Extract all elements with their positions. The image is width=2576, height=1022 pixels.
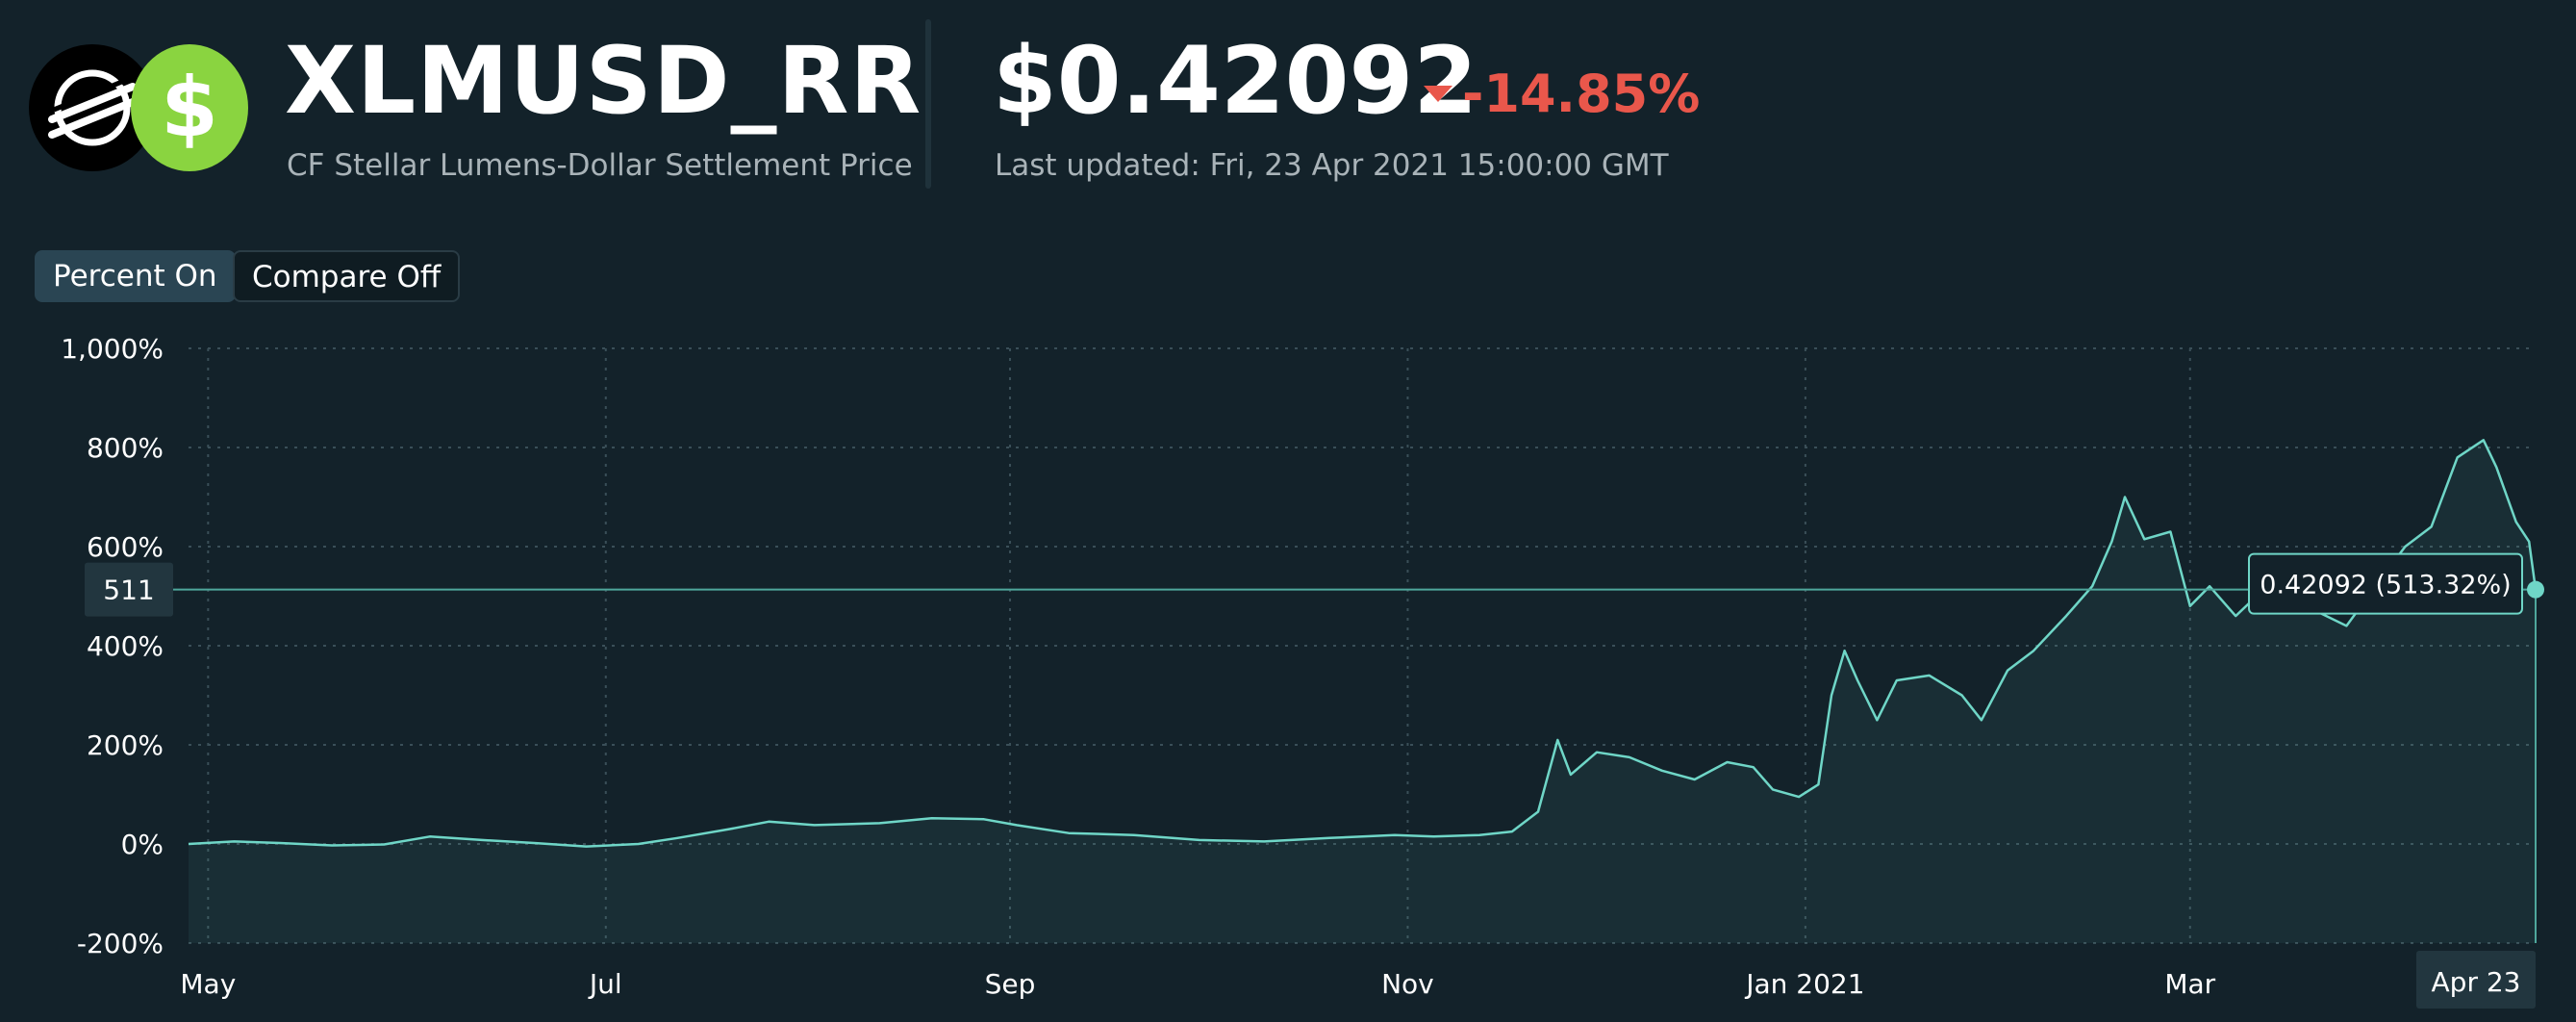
crosshair-point[interactable]: [2527, 580, 2544, 599]
y-tick-label: -200%: [77, 928, 164, 959]
crosshair-y-label: 511: [103, 575, 154, 606]
series-area: [189, 440, 2536, 943]
dollar-logo-icon: $: [131, 44, 248, 171]
crosshair-x-label: Apr 23: [2432, 966, 2521, 998]
current-price: $0.42092: [993, 27, 1478, 135]
header: $ XLMUSD_RR CF Stellar Lumens-Dollar Set…: [0, 0, 2576, 231]
last-updated: Last updated: Fri, 23 Apr 2021 15:00:00 …: [995, 148, 1669, 183]
symbol-title: XLMUSD_RR: [285, 27, 922, 135]
x-tick-label: May: [180, 968, 236, 1000]
percent-toggle-button[interactable]: Percent On: [35, 250, 236, 302]
header-divider: [925, 19, 931, 189]
y-tick-label: 600%: [87, 531, 164, 563]
price-change-value: -14.85%: [1462, 64, 1701, 124]
triangle-down-icon: [1424, 85, 1452, 102]
crosshair-y-label-bg: [85, 562, 173, 617]
value-tooltip-text: 0.42092 (513.32%): [2260, 571, 2511, 600]
y-tick-label: 800%: [87, 432, 164, 464]
y-tick-label: 200%: [87, 729, 164, 761]
compare-toggle-button[interactable]: Compare Off: [233, 250, 461, 302]
value-tooltip: [2248, 552, 2523, 615]
x-tick-label: Nov: [1381, 968, 1434, 1000]
x-tick-label: Jul: [588, 968, 622, 1000]
x-tick-label: Jan 2021: [1744, 968, 1864, 1000]
y-tick-label: 400%: [87, 630, 164, 662]
price-change: -14.85%: [1424, 64, 1700, 124]
x-tick-label: Mar: [2164, 968, 2215, 1000]
crosshair-x-label-bg: [2416, 951, 2536, 1009]
x-tick-label: Sep: [985, 968, 1036, 1000]
y-tick-label: 0%: [121, 829, 164, 860]
y-tick-label: 1,000%: [61, 333, 164, 365]
symbol-subtitle: CF Stellar Lumens-Dollar Settlement Pric…: [287, 148, 913, 183]
